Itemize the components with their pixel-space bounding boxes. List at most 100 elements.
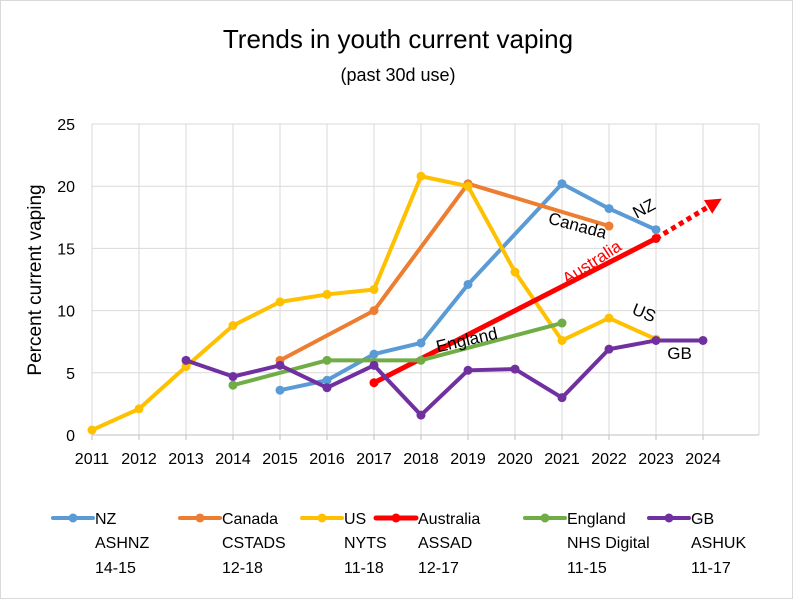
legend-sublabel-australia: 12-17 [418, 560, 459, 577]
series-nz [275, 179, 661, 395]
data-point-us [604, 313, 614, 323]
y-axis-label: Percent current vaping [25, 184, 46, 375]
data-point-nz [557, 179, 567, 189]
data-point-us [134, 404, 144, 414]
data-point-us [275, 297, 285, 307]
x-tick-label: 2014 [215, 451, 251, 468]
data-point-canada [369, 306, 379, 316]
legend-item-england: England NHS Digital 11-15 [523, 511, 650, 577]
data-point-nz [275, 385, 285, 395]
x-tick-label: 2012 [121, 451, 157, 468]
legend-item-canada: Canada CSTADS 12-18 [178, 511, 286, 577]
legend-sublabel-us: 11-18 [344, 560, 384, 577]
data-point-gb [698, 335, 708, 345]
x-tick-label: 2017 [356, 451, 392, 468]
x-tick-label: 2015 [262, 451, 298, 468]
series-label-england: England [434, 324, 499, 357]
x-tick-label: 2018 [403, 451, 439, 468]
data-point-canada [604, 221, 614, 231]
data-point-nz [416, 338, 426, 348]
legend-sublabel-england: 11-15 [567, 560, 607, 577]
data-point-nz [463, 279, 473, 289]
legend: NZ ASHNZ 14-15 Canada CSTADS 12-18 US NYTS 11-18… [51, 511, 746, 577]
x-tick-label: 2016 [309, 451, 345, 468]
series-line-nz [278, 181, 658, 393]
legend-sublabel-england: NHS Digital [567, 535, 650, 552]
data-point-us [228, 321, 238, 331]
data-point-gb [181, 355, 191, 365]
x-tick-label: 2020 [497, 451, 533, 468]
legend-sublabel-nz: ASHNZ [95, 535, 149, 552]
data-point-gb [651, 335, 661, 345]
series-label-us: US [629, 300, 658, 326]
y-tick-label: 20 [57, 179, 75, 196]
data-point-us [369, 284, 379, 294]
data-point-england [322, 355, 332, 365]
legend-label-us: US [344, 511, 366, 528]
legend-marker-nz [68, 513, 78, 523]
legend-item-us: US NYTS 11-18 [300, 511, 387, 577]
y-tick-label: 15 [57, 241, 75, 258]
data-point-us [463, 181, 473, 191]
legend-sublabel-canada: CSTADS [222, 535, 286, 552]
data-point-us [510, 267, 520, 277]
projection-line [654, 204, 710, 241]
x-tick-label: 2021 [544, 451, 580, 468]
legend-sublabel-gb: 11-17 [691, 560, 731, 577]
legend-item-australia: Australia ASSAD 12-17 [373, 511, 480, 577]
data-point-nz [651, 225, 661, 235]
data-point-gb [463, 365, 473, 375]
data-point-gb [604, 344, 614, 354]
chart-title: Trends in youth current vaping [223, 24, 573, 54]
legend-sublabel-gb: ASHUK [691, 535, 746, 552]
x-tick-label: 2024 [685, 451, 721, 468]
legend-label-canada: Canada [222, 511, 278, 528]
legend-label-england: England [567, 511, 626, 528]
data-point-nz [369, 349, 379, 359]
series-label-australia: Australia [559, 236, 625, 288]
chart-subtitle: (past 30d use) [340, 65, 455, 85]
data-point-england [557, 318, 567, 328]
legend-label-gb: GB [691, 511, 714, 528]
series-line-canada [278, 181, 611, 363]
y-tick-label: 10 [57, 304, 75, 321]
gridlines [91, 123, 760, 436]
data-point-gb [228, 372, 238, 382]
x-tick-label: 2022 [591, 451, 627, 468]
data-point-gb [322, 383, 332, 393]
x-tick-label: 2013 [168, 451, 204, 468]
data-point-nz [604, 204, 614, 214]
legend-label-australia: Australia [418, 511, 480, 528]
legend-sublabel-nz: 14-15 [95, 560, 136, 577]
data-point-australia [369, 378, 379, 388]
data-point-england [228, 380, 238, 390]
data-point-us [557, 335, 567, 345]
series-label-gb: GB [667, 344, 692, 363]
series-label-canada: Canada [546, 209, 609, 243]
data-point-us [322, 289, 332, 299]
data-point-gb [416, 410, 426, 420]
series-line-gb [184, 338, 705, 418]
legend-item-nz: NZ ASHNZ 14-15 [51, 511, 149, 577]
legend-sublabel-australia: ASSAD [418, 535, 472, 552]
data-point-gb [510, 364, 520, 374]
data-point-nz [322, 375, 332, 385]
legend-sublabel-us: NYTS [344, 535, 387, 552]
data-point-gb [275, 360, 285, 370]
legend-marker-gb [664, 513, 674, 523]
data-point-us [87, 425, 97, 435]
series-gb [181, 335, 708, 420]
axes: 0 5 10 15 20 25 2011 2012 2013 2014 2015 2016 2017 20… [57, 117, 759, 468]
x-tick-label: 2023 [638, 451, 674, 468]
legend-sublabel-canada: 12-18 [222, 560, 263, 577]
y-tick-label: 25 [57, 117, 75, 134]
legend-marker-england [540, 513, 550, 523]
legend-label-nz: NZ [95, 511, 117, 528]
series-us [87, 171, 661, 435]
data-point-gb [369, 360, 379, 370]
legend-marker-canada [195, 513, 205, 523]
projection-arrowhead [703, 198, 722, 214]
data-point-us [416, 171, 426, 181]
